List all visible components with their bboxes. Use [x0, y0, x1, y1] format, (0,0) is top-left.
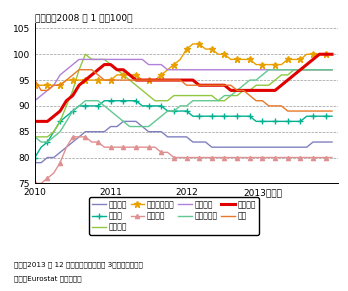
Text: （指数、2008 年 1 月＝100）: （指数、2008 年 1 月＝100）: [35, 13, 132, 22]
Text: 備考：2013 年 12 月までの数値。後方 3ヶ月移動平均。: 備考：2013 年 12 月までの数値。後方 3ヶ月移動平均。: [14, 261, 143, 268]
Legend: フランス, ドイツ, ギリシャ, アイルランド, イタリア, オランダ, ポルトガル, スペイン, 英国: フランス, ドイツ, ギリシャ, アイルランド, イタリア, オランダ, ポルト…: [89, 197, 259, 235]
Text: 資料：Eurostat から作成。: 資料：Eurostat から作成。: [14, 276, 81, 282]
